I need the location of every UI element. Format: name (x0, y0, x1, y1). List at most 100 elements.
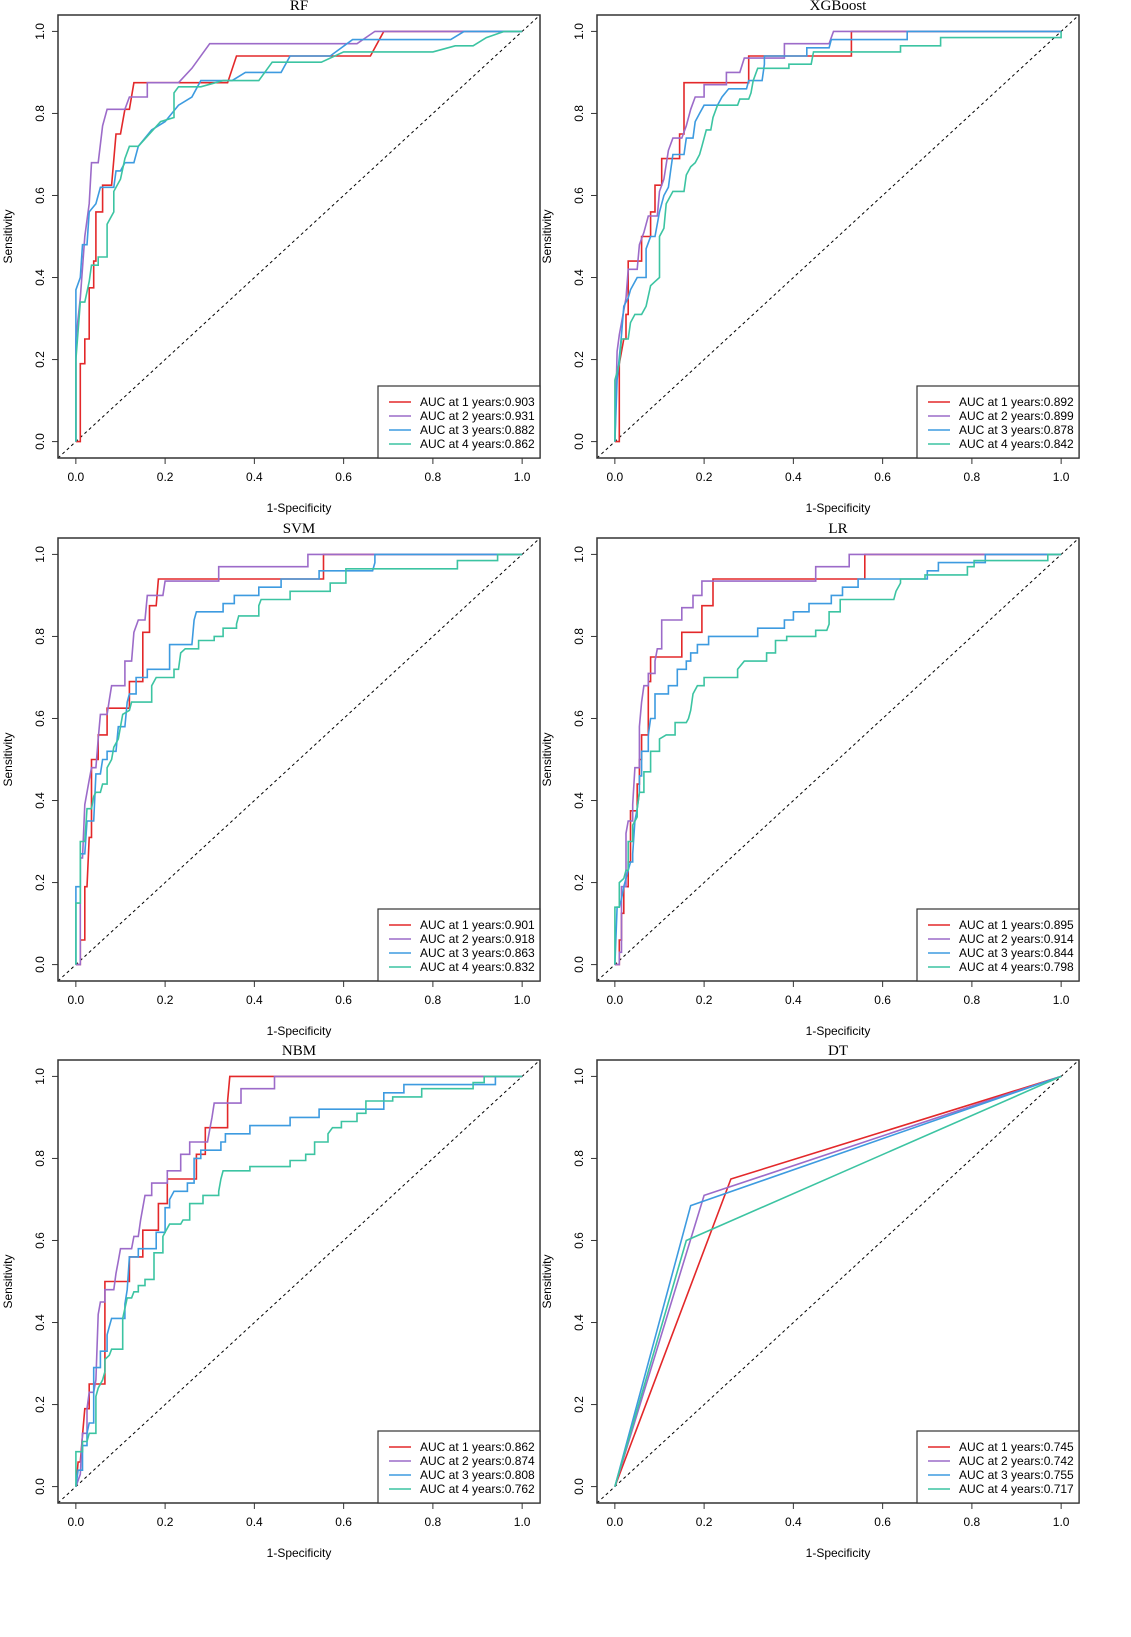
y-axis-label: Sensitivity (1, 732, 15, 786)
y-tick-label: 0.4 (572, 792, 586, 809)
plot-frame (57, 537, 541, 982)
legend-label: AUC at 1 years:0.901 (420, 918, 535, 932)
roc-panel-rf: RF 0.0 0.2 0.4 0.6 0.8 1.0 0.0 0.2 0.4 0.6 0.8 1.0 1-… (1, 0, 541, 515)
x-tick-label: 0.2 (696, 1515, 713, 1529)
reference-diagonal (596, 537, 1080, 982)
y-tick-label: 1.0 (572, 1068, 586, 1085)
roc-curve-year-4 (75, 553, 523, 965)
x-tick-label: 1.0 (514, 993, 531, 1007)
x-tick-label: 0.0 (607, 470, 624, 484)
legend-box (377, 385, 541, 459)
legend-box (916, 385, 1080, 459)
panel-title: DT (828, 1043, 848, 1059)
x-tick-label: 0.2 (696, 993, 713, 1007)
legend-label: AUC at 3 years:0.878 (959, 423, 1074, 437)
y-tick-label: 0.0 (33, 956, 47, 973)
x-tick-label: 0.6 (335, 993, 352, 1007)
legend-label: AUC at 1 years:0.895 (959, 918, 1074, 932)
y-tick-label: 1.0 (33, 1068, 47, 1085)
y-tick-label: 0.0 (572, 1478, 586, 1495)
y-tick-label: 0.6 (572, 1232, 586, 1249)
legend-label: AUC at 1 years:0.862 (420, 1440, 535, 1454)
roc-panel-xgboost: XGBoost 0.0 0.2 0.4 0.6 0.8 1.0 0.0 0.2 0.4 0.6 0.8… (540, 0, 1080, 515)
roc-curve-year-4 (614, 31, 1062, 442)
panel-title: SVM (283, 521, 316, 537)
roc-curve-year-4 (614, 1075, 1062, 1487)
y-tick-label: 0.0 (33, 1478, 47, 1495)
reference-diagonal (596, 14, 1080, 459)
y-tick-label: 0.4 (33, 792, 47, 809)
y-tick-label: 0.8 (572, 628, 586, 645)
x-tick-label: 0.8 (425, 470, 442, 484)
legend-label: AUC at 2 years:0.914 (959, 932, 1074, 946)
y-tick-label: 1.0 (33, 546, 47, 563)
roc-curve-year-4 (75, 1075, 523, 1487)
panel-title: NBM (282, 1043, 316, 1059)
plot-frame (596, 14, 1080, 459)
legend-label: AUC at 2 years:0.918 (420, 932, 535, 946)
y-tick-label: 0.2 (572, 874, 586, 891)
x-tick-label: 0.2 (696, 470, 713, 484)
legend-label: AUC at 1 years:0.903 (420, 395, 535, 409)
x-tick-label: 0.8 (964, 470, 981, 484)
panel-title: LR (828, 521, 847, 537)
x-tick-label: 0.8 (964, 993, 981, 1007)
x-axis-label: 1-Specificity (267, 501, 332, 515)
panel-title: RF (290, 0, 308, 14)
legend-label: AUC at 1 years:0.745 (959, 1440, 1074, 1454)
x-tick-label: 1.0 (1053, 1515, 1070, 1529)
x-axis-label: 1-Specificity (806, 1546, 871, 1560)
x-tick-label: 0.0 (607, 993, 624, 1007)
reference-diagonal (57, 1059, 541, 1504)
roc-curve-year-3 (75, 553, 523, 965)
x-tick-label: 0.4 (785, 1515, 802, 1529)
y-axis-label: Sensitivity (540, 209, 554, 263)
x-tick-label: 0.0 (607, 1515, 624, 1529)
legend-label: AUC at 4 years:0.798 (959, 960, 1074, 974)
y-tick-label: 0.2 (572, 1396, 586, 1413)
x-tick-label: 0.6 (335, 470, 352, 484)
y-tick-label: 0.4 (33, 1314, 47, 1331)
x-tick-label: 0.4 (785, 470, 802, 484)
legend-label: AUC at 3 years:0.863 (420, 946, 535, 960)
roc-curve-year-1 (75, 1075, 523, 1487)
x-tick-label: 1.0 (1053, 993, 1070, 1007)
x-axis-label: 1-Specificity (267, 1546, 332, 1560)
y-tick-label: 0.8 (572, 1150, 586, 1167)
x-tick-label: 0.4 (246, 470, 263, 484)
y-tick-label: 0.8 (572, 105, 586, 122)
legend-label: AUC at 1 years:0.892 (959, 395, 1074, 409)
y-tick-label: 0.0 (572, 956, 586, 973)
plot-frame (57, 14, 541, 459)
y-tick-label: 0.2 (572, 351, 586, 368)
y-tick-label: 1.0 (33, 23, 47, 40)
x-axis-label: 1-Specificity (806, 501, 871, 515)
legend-label: AUC at 4 years:0.832 (420, 960, 535, 974)
x-tick-label: 0.0 (68, 993, 85, 1007)
legend-label: AUC at 4 years:0.762 (420, 1482, 535, 1496)
legend-box (377, 908, 541, 982)
roc-curve-year-2 (614, 553, 1062, 966)
legend-label: AUC at 2 years:0.899 (959, 409, 1074, 423)
y-tick-label: 0.4 (33, 269, 47, 286)
y-tick-label: 0.0 (33, 433, 47, 450)
plot-frame (57, 1059, 541, 1504)
y-tick-label: 0.0 (572, 433, 586, 450)
y-tick-label: 0.6 (33, 710, 47, 727)
roc-panel-lr: LR 0.0 0.2 0.4 0.6 0.8 1.0 0.0 0.2 0.4 0.6 0.8 1.0 1-… (540, 521, 1080, 1038)
x-tick-label: 0.2 (157, 993, 174, 1007)
x-tick-label: 0.0 (68, 470, 85, 484)
x-tick-label: 1.0 (514, 470, 531, 484)
legend-label: AUC at 3 years:0.808 (420, 1468, 535, 1482)
x-tick-label: 0.6 (874, 993, 891, 1007)
roc-curve-year-3 (614, 30, 1062, 442)
roc-curve-year-4 (75, 30, 523, 442)
reference-diagonal (57, 14, 541, 459)
y-tick-label: 0.6 (33, 187, 47, 204)
y-axis-label: Sensitivity (540, 732, 554, 786)
